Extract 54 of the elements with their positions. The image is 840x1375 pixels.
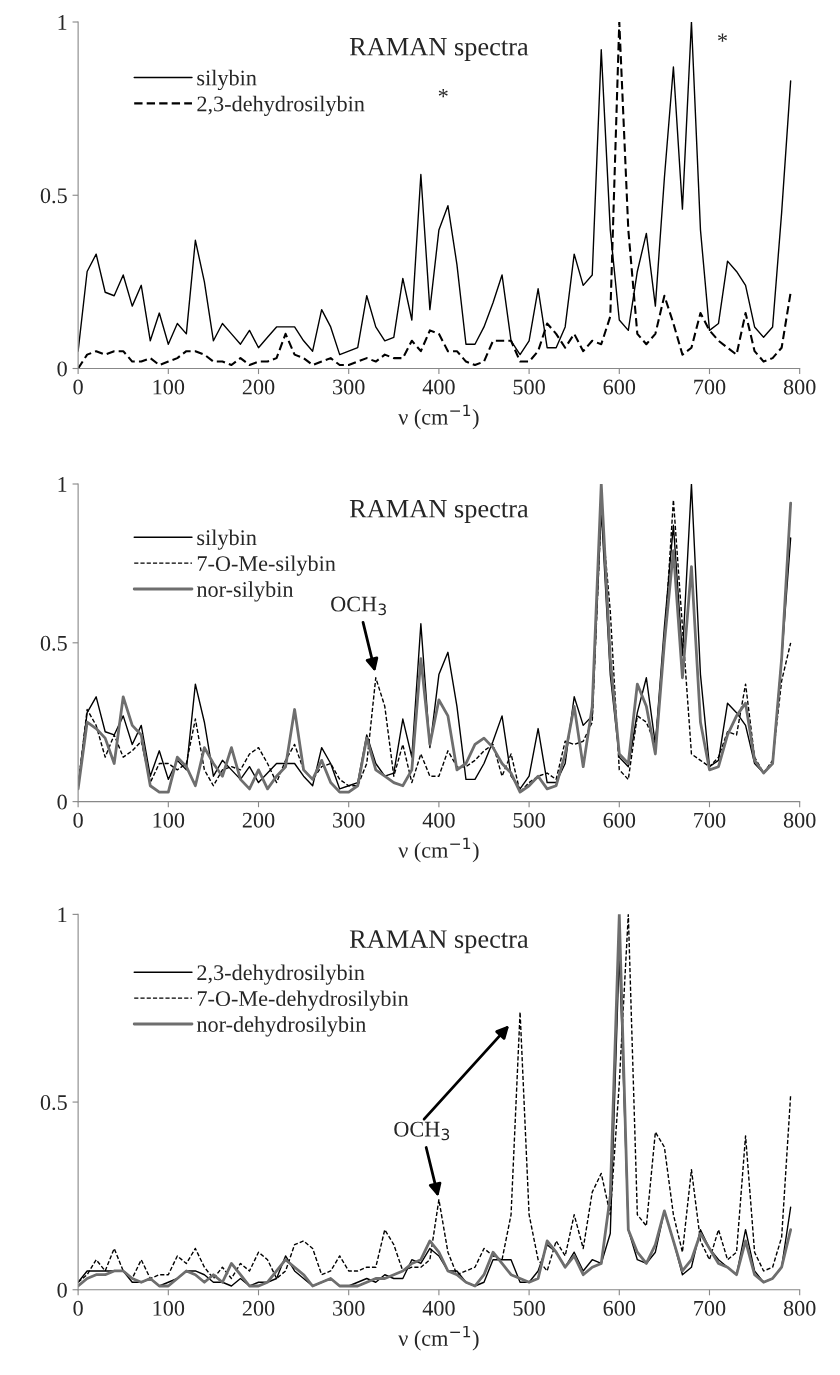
x-tick-label: 800 bbox=[783, 379, 816, 395]
x-tick-label: 300 bbox=[333, 1300, 365, 1316]
y-tick-label: 0.5 bbox=[40, 1094, 67, 1111]
x-tick-label: 600 bbox=[603, 812, 636, 828]
x-tick-label: 100 bbox=[153, 812, 185, 828]
x-tick-label: 700 bbox=[694, 1300, 726, 1316]
annotation: * bbox=[718, 33, 727, 42]
x-tick-label: 0 bbox=[73, 812, 83, 828]
x-tick-label: 500 bbox=[513, 379, 545, 395]
x-tick-label: 600 bbox=[603, 1300, 636, 1316]
legend-label: nor-dehydrosilybin bbox=[196, 1016, 366, 1037]
x-tick-label: 0 bbox=[73, 379, 83, 395]
x-tick-label: 300 bbox=[333, 812, 365, 828]
x-tick-label: 0 bbox=[73, 1300, 83, 1316]
y-tick-label: 1 bbox=[58, 907, 67, 923]
annotation: OCH$_{3}$ bbox=[331, 596, 386, 616]
legend-label: silybin bbox=[197, 69, 257, 91]
text: RAMAN spectra bbox=[349, 930, 529, 954]
legend-label: 2,3-dehydrosilybin bbox=[197, 964, 365, 985]
x-tick-label: 700 bbox=[694, 812, 726, 828]
x-tick-label: 200 bbox=[242, 812, 275, 828]
x-axis-title: ν (cm$^{−1}$) bbox=[398, 837, 479, 863]
x-tick-label: 500 bbox=[513, 1300, 545, 1316]
x-tick-label: 800 bbox=[783, 812, 816, 828]
x-tick-label: 700 bbox=[694, 379, 726, 395]
legend-label: nor-silybin bbox=[196, 581, 294, 602]
legend-label: 2,3-dehydrosilybin bbox=[197, 95, 365, 116]
annotation: * bbox=[438, 89, 448, 98]
x-tick-label: 400 bbox=[422, 1300, 455, 1316]
x-tick-label: 200 bbox=[242, 1300, 275, 1316]
annotation: OCH$_{3}$ bbox=[394, 1121, 450, 1141]
y-tick-label: 0 bbox=[57, 1282, 67, 1298]
x-tick-label: 100 bbox=[153, 379, 185, 395]
x-tick-label: 400 bbox=[422, 812, 455, 828]
x-tick-label: 400 bbox=[422, 379, 455, 395]
y-tick-label: 0 bbox=[57, 361, 67, 377]
legend-label: 7-O-Me-dehydrosilybin bbox=[197, 990, 409, 1011]
y-tick-label: 1 bbox=[58, 15, 67, 30]
x-axis-title: ν (cm$^{−1}$) bbox=[398, 1325, 479, 1351]
legend-label: silybin bbox=[197, 529, 257, 550]
x-tick-label: 100 bbox=[153, 1300, 185, 1316]
y-tick-label: 0.5 bbox=[40, 188, 67, 204]
text: RAMAN spectra bbox=[349, 499, 529, 523]
legend-label: 7-O-Me-silybin bbox=[197, 555, 336, 576]
x-tick-label: 200 bbox=[242, 379, 275, 395]
y-tick-label: 0.5 bbox=[40, 635, 67, 651]
x-tick-label: 800 bbox=[783, 1300, 816, 1316]
y-tick-label: 0 bbox=[57, 794, 67, 810]
x-tick-label: 500 bbox=[513, 812, 545, 828]
x-tick-label: 300 bbox=[333, 379, 365, 395]
x-tick-label: 600 bbox=[603, 379, 636, 395]
x-axis-title: ν (cm$^{−1}$) bbox=[398, 404, 479, 430]
y-tick-label: 1 bbox=[58, 477, 67, 492]
text: RAMAN spectra bbox=[349, 37, 529, 61]
